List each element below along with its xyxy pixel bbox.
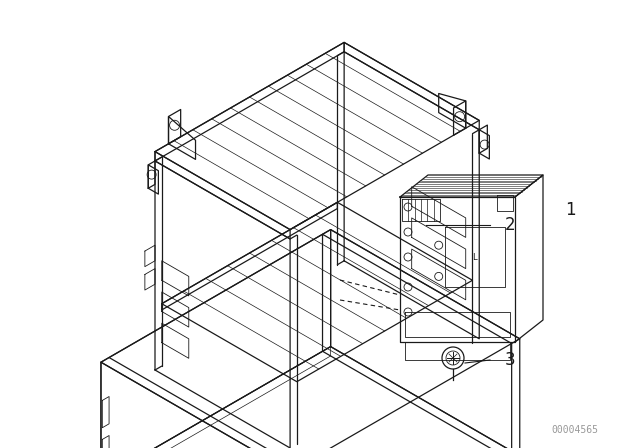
Text: 3: 3 (505, 351, 515, 369)
Text: 1: 1 (564, 201, 575, 219)
Text: L: L (472, 253, 477, 262)
Text: 00004565: 00004565 (552, 425, 598, 435)
Text: 2: 2 (505, 216, 515, 234)
